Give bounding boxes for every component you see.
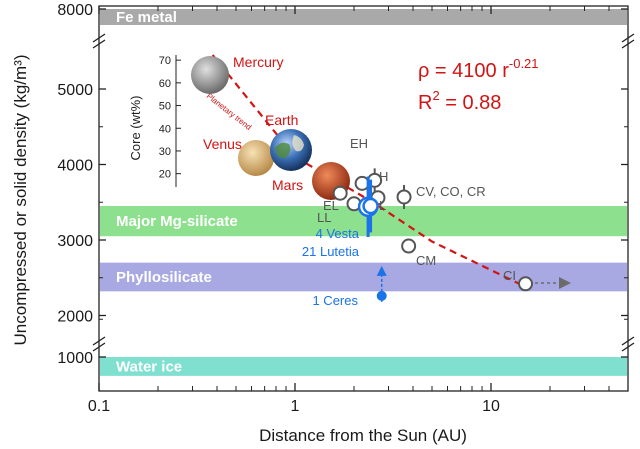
band-2	[100, 262, 627, 292]
meteorite-point-cm	[401, 238, 417, 254]
x-axis-ticks: 0.1 1 10	[88, 6, 629, 415]
asteroid-label-1-ceres: 1 Ceres	[312, 293, 358, 308]
plot-frame	[98, 5, 629, 392]
inset-y-label: Core (wt%)	[128, 95, 143, 160]
band-label-3: Water ice	[116, 358, 182, 375]
meteorite-label-el: EL	[323, 198, 339, 213]
planet-label-mercury: Mercury	[233, 54, 284, 70]
x-tick-label-1: 1	[291, 398, 300, 415]
inset-tick-70: 70	[159, 55, 171, 67]
x-tick-label-0.1: 0.1	[88, 398, 110, 415]
meteorite-label-ci: CI	[503, 268, 516, 283]
meteorite-label-cm: CM	[416, 253, 436, 268]
inset-tick-40: 40	[159, 123, 171, 135]
planet-label-earth: Earth	[265, 112, 298, 128]
meteorite-point-ci	[518, 276, 534, 292]
band-label-1: Major Mg-silicate	[116, 213, 238, 230]
inset-tick-30: 30	[159, 146, 171, 158]
band-label-2: Phyllosilicate	[116, 269, 212, 286]
trend-formula: ρ = 4100 r-0.21 R2 = 0.88	[418, 56, 539, 114]
x-axis-label: Distance from the Sun (AU)	[259, 426, 467, 445]
meteorite-point-el	[332, 185, 348, 201]
y-axis-label: Uncompressed or solid density (kg/m³)	[11, 55, 30, 346]
svg-text:R2 = 0.88: R2 = 0.88	[418, 88, 501, 114]
meteorite-label-ll: LL	[317, 210, 331, 225]
band-0	[100, 9, 627, 25]
r2-label: R	[418, 92, 432, 114]
band-3	[100, 357, 627, 376]
svg-text:ρ = 4100 r-0.21: ρ = 4100 r-0.21	[418, 56, 539, 82]
formula-text: ρ = 4100 r	[418, 60, 509, 82]
meteorite-label-h: H	[379, 169, 388, 184]
inset-tick-20: 20	[159, 169, 171, 181]
mercury-icon	[191, 56, 229, 94]
axis-break-marks	[92, 33, 635, 352]
inset-tick-60: 60	[159, 78, 171, 90]
meteorite-point-cv-co-cr	[396, 189, 412, 205]
planet-images	[191, 56, 350, 200]
earth-icon	[270, 129, 312, 171]
venus-icon	[238, 140, 274, 176]
inset-tick-50: 50	[159, 101, 171, 113]
r2-value: = 0.88	[440, 92, 502, 114]
inset-y-ticks: 20 30 40 50 60 70	[159, 55, 181, 181]
y-axis-ticks: 1000 2000 3000 4000 5000 8000	[57, 2, 628, 367]
y-tick-label-4000: 4000	[57, 158, 93, 175]
asteroid-point-21-lutetia	[362, 197, 379, 215]
y-tick-label-8000: 8000	[57, 2, 93, 19]
meteorite-label-cv-co-cr: CV, CO, CR	[416, 184, 486, 199]
ceres-up-arrow-icon	[376, 265, 387, 276]
y-tick-label-1000: 1000	[57, 350, 93, 367]
y-tick-label-5000: 5000	[57, 82, 93, 99]
asteroid-point-1-ceres	[376, 290, 387, 301]
meteorite-label-l: L	[379, 198, 386, 213]
r2-sup: 2	[432, 88, 439, 103]
meteorite-label-eh: EH	[350, 136, 368, 151]
planet-labels: Mercury Venus Earth Mars	[203, 54, 303, 193]
y-tick-label-2000: 2000	[57, 309, 93, 326]
asteroid-points: 4 Vesta 21 Lutetia 1 Ceres	[302, 176, 387, 308]
planet-label-venus: Venus	[203, 136, 242, 152]
y-tick-label-3000: 3000	[57, 233, 93, 250]
planet-label-mars: Mars	[272, 177, 303, 193]
asteroid-label-21-lutetia: 21 Lutetia	[302, 244, 360, 259]
formula-exponent: -0.21	[509, 56, 539, 71]
band-label-0: Fe metal	[116, 9, 177, 26]
asteroid-label-4-vesta: 4 Vesta	[316, 226, 360, 241]
density-bands: Fe metal Major Mg-silicate Phyllosilicate W…	[100, 9, 627, 376]
x-tick-label-10: 10	[482, 398, 500, 415]
